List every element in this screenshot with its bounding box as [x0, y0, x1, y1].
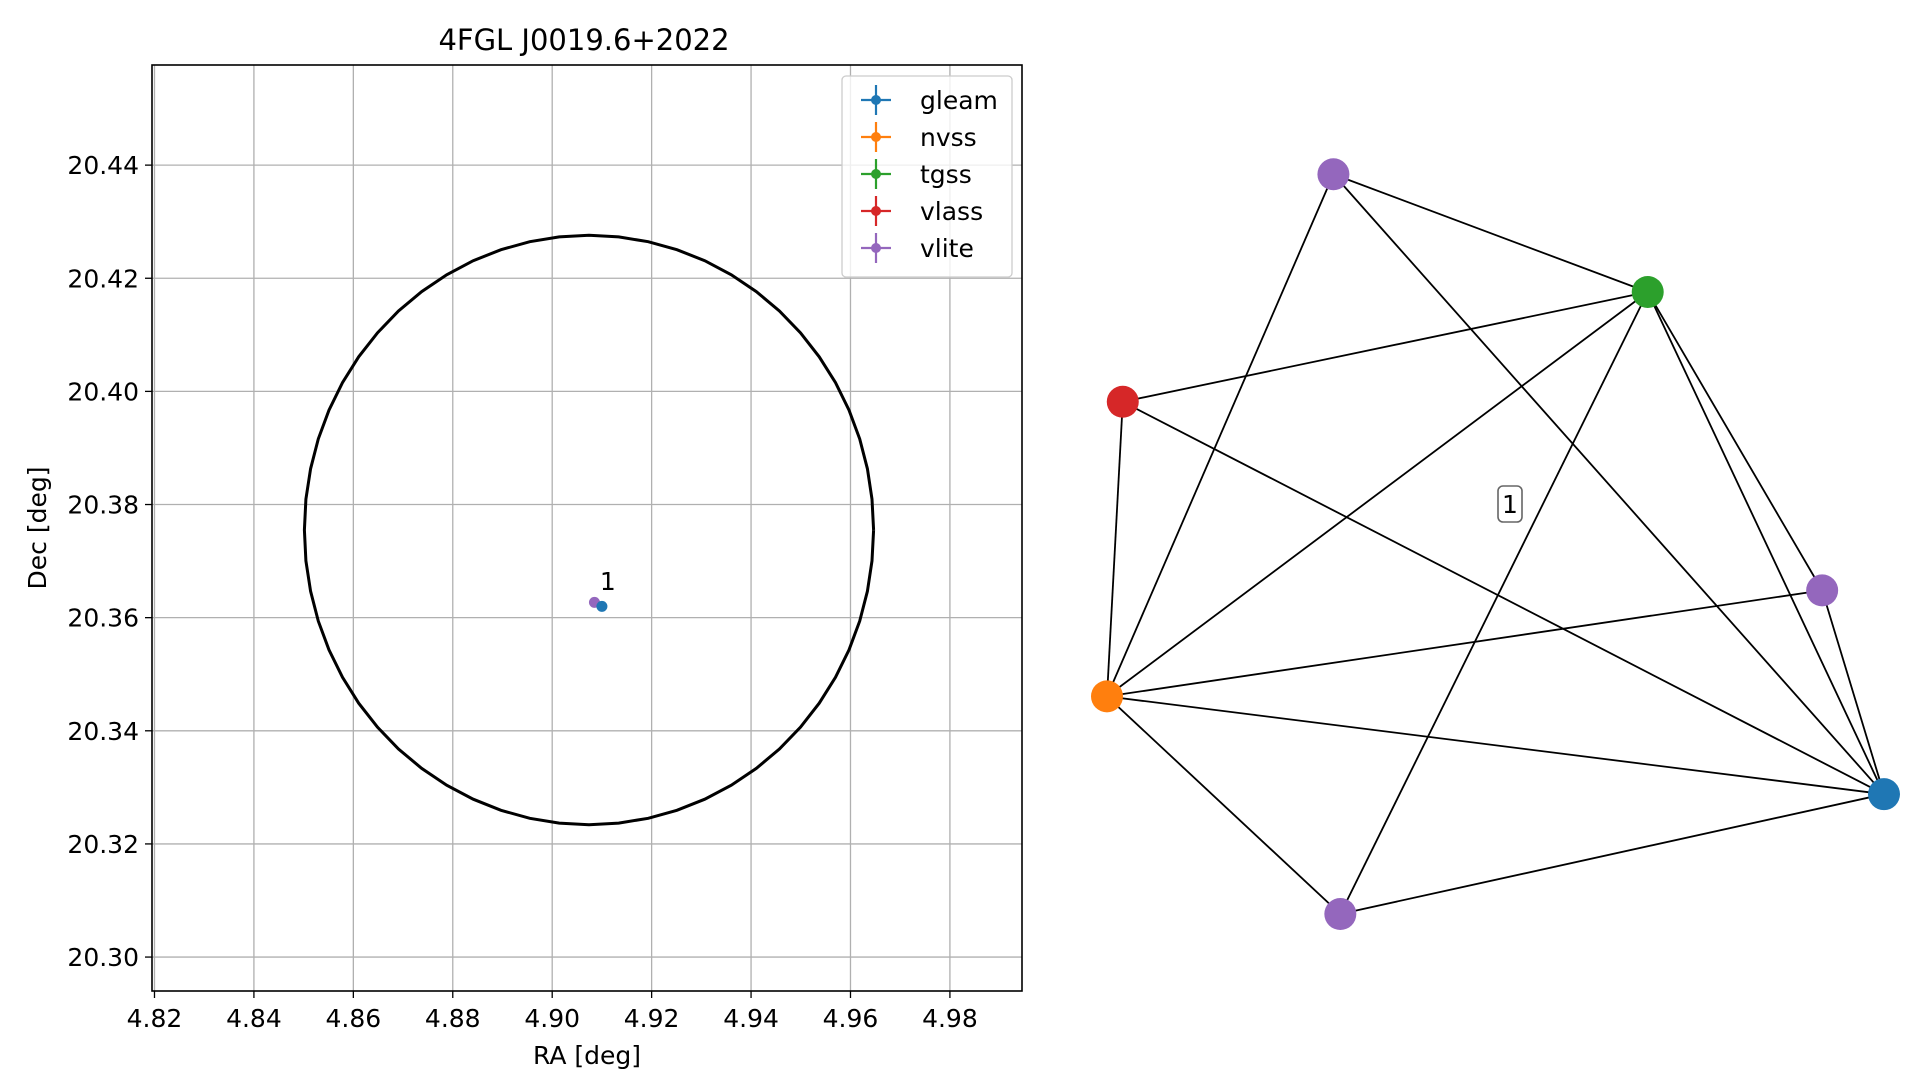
graph-edge — [1106, 173, 1335, 697]
graph-node-nvss — [1091, 680, 1123, 713]
legend: gleam nvss tgss vlass vlite — [841, 75, 1013, 278]
x-axis-label: RA [deg] — [533, 1041, 641, 1070]
graph-edges — [1106, 173, 1885, 915]
legend-marker — [871, 95, 881, 105]
sky-position-plot: 4FGL J0019.6+2022 1 4.82 4.84 4.86 4.88 4.90… — [23, 23, 1023, 1070]
x-tick-label: 4.84 — [226, 1004, 282, 1033]
y-axis-label: Dec [deg] — [23, 467, 52, 590]
graph-edge — [1106, 291, 1649, 698]
source-points: 1 — [588, 567, 616, 612]
graph-edge — [1646, 291, 1885, 795]
source-association-graph: 1 — [1091, 158, 1900, 930]
legend-marker — [871, 132, 881, 142]
x-axis-ticks: 4.82 4.84 4.86 4.88 4.90 4.92 4.94 4.96 4.98 — [127, 991, 978, 1033]
graph-cluster-label: 1 — [1497, 485, 1523, 523]
source-point-gleam — [596, 600, 608, 612]
legend-marker — [871, 169, 881, 179]
y-tick-label: 20.40 — [67, 377, 139, 406]
graph-node-tgss — [1631, 275, 1664, 308]
graph-edge — [1106, 589, 1823, 698]
graph-node-vlite_top — [1317, 158, 1350, 191]
graph-edge — [1646, 291, 1823, 591]
y-tick-label: 20.36 — [67, 604, 139, 633]
legend-marker — [871, 206, 881, 216]
x-tick-label: 4.86 — [326, 1004, 382, 1033]
cluster-label-text: 1 — [1502, 490, 1518, 519]
legend-label: vlass — [920, 197, 983, 226]
y-axis-ticks: 20.30 20.32 20.34 20.36 20.38 20.40 20.42 20.44 — [67, 151, 152, 972]
graph-edge — [1122, 291, 1648, 403]
y-tick-label: 20.34 — [67, 717, 139, 746]
y-tick-label: 20.42 — [67, 264, 139, 293]
legend-label: tgss — [920, 160, 972, 189]
legend-label: nvss — [920, 123, 977, 152]
y-tick-label: 20.44 — [67, 151, 139, 180]
graph-edge — [1106, 695, 1885, 796]
confidence-ellipse — [302, 233, 876, 827]
legend-label: vlite — [920, 234, 974, 263]
graph-edge — [1340, 793, 1885, 915]
graph-node-vlass — [1106, 385, 1139, 418]
confidence-ellipse-layer — [302, 233, 876, 827]
graph-edge — [1821, 590, 1885, 795]
axes-frame — [151, 64, 1023, 992]
graph-edge — [1333, 173, 1649, 293]
y-tick-label: 20.30 — [67, 943, 139, 972]
point-annotation: 1 — [600, 567, 616, 596]
graph-edge — [1106, 401, 1124, 697]
graph-node-gleam — [1868, 778, 1900, 811]
plot-title: 4FGL J0019.6+2022 — [438, 23, 729, 57]
legend-entry-tgss: tgss — [861, 159, 972, 189]
legend-entry-vlite: vlite — [861, 233, 974, 263]
graph-edge — [1339, 291, 1649, 915]
legend-label: gleam — [920, 86, 998, 115]
x-tick-label: 4.90 — [524, 1004, 580, 1033]
graph-edge — [1106, 695, 1341, 915]
legend-entry-vlass: vlass — [861, 196, 983, 226]
y-tick-label: 20.32 — [67, 830, 139, 859]
x-tick-label: 4.92 — [624, 1004, 680, 1033]
graph-node-vlite_bottom — [1324, 898, 1357, 930]
legend-entry-nvss: nvss — [861, 122, 977, 152]
y-tick-label: 20.38 — [67, 491, 139, 520]
x-tick-label: 4.82 — [127, 1004, 183, 1033]
x-tick-label: 4.94 — [723, 1004, 779, 1033]
legend-box — [841, 75, 1013, 278]
graph-node-vlite_right — [1806, 574, 1839, 607]
legend-marker — [871, 243, 881, 253]
graph-edge — [1332, 173, 1885, 795]
graph-nodes — [1091, 158, 1900, 930]
graph-edge — [1122, 400, 1885, 795]
x-tick-label: 4.98 — [922, 1004, 978, 1033]
legend-entry-gleam: gleam — [861, 85, 998, 115]
x-tick-label: 4.96 — [823, 1004, 879, 1033]
x-tick-label: 4.88 — [425, 1004, 481, 1033]
